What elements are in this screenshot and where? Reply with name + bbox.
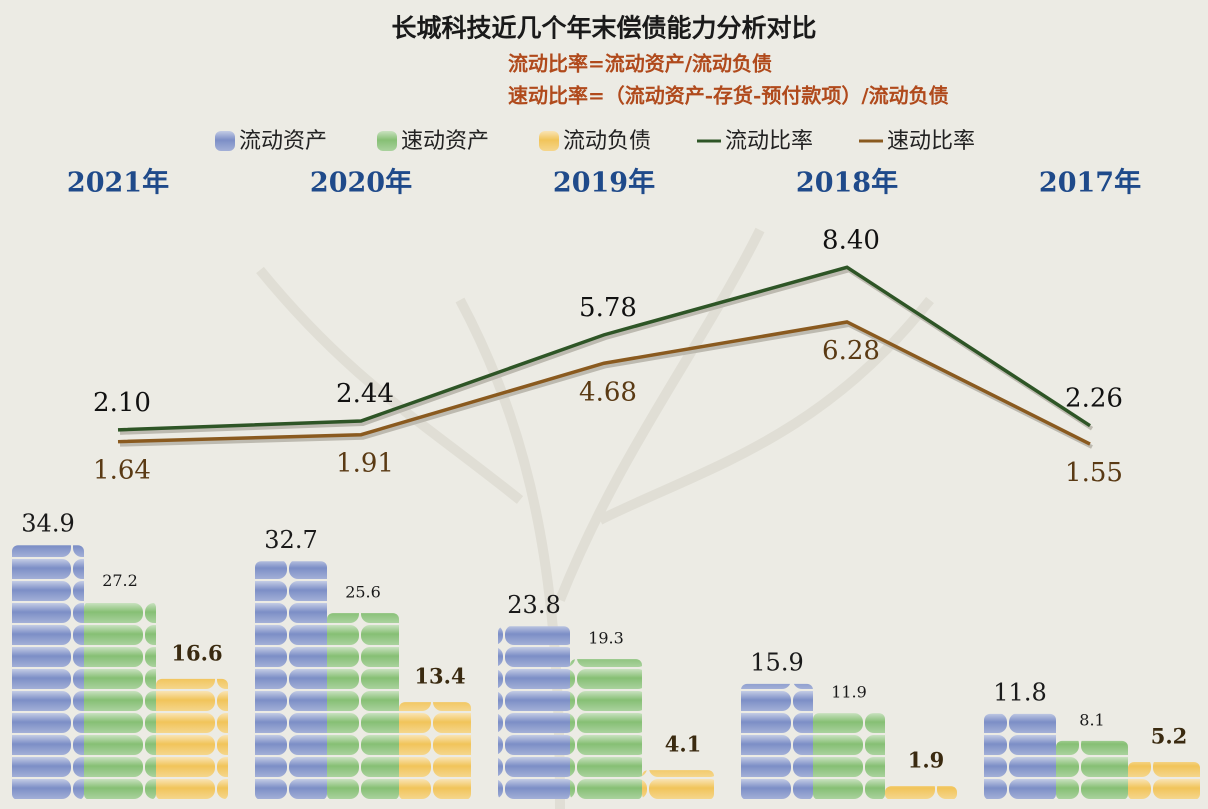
bar xyxy=(84,601,156,800)
value-label: 1.91 xyxy=(336,449,394,479)
bar xyxy=(399,702,471,800)
bar xyxy=(984,713,1056,800)
value-label: 4.1 xyxy=(665,732,702,757)
value-label: 11.9 xyxy=(831,683,867,702)
legend-label: 速动比率 xyxy=(887,129,975,154)
value-label: 2.26 xyxy=(1065,384,1123,414)
bar xyxy=(741,683,813,800)
value-label: 8.40 xyxy=(822,225,880,255)
line-shadow xyxy=(119,322,1093,449)
category-label: 2018年 xyxy=(796,167,898,199)
value-label: 34.9 xyxy=(21,510,74,538)
bar xyxy=(1056,740,1128,800)
bar xyxy=(327,613,399,800)
legend-label: 流动资产 xyxy=(239,129,327,154)
value-label: 2.44 xyxy=(336,379,394,409)
value-label: 1.9 xyxy=(908,748,945,773)
legend-icon xyxy=(539,131,559,151)
chart-title: 长城科技近几个年末偿债能力分析对比 xyxy=(391,14,816,43)
subtitle: 速动比率=（流动资产-存货-预付款项）/流动负债 xyxy=(508,84,949,108)
tree-decoration xyxy=(256,227,934,809)
category-label: 2019年 xyxy=(553,167,655,199)
value-label: 15.9 xyxy=(750,648,803,676)
value-label: 11.8 xyxy=(993,678,1046,706)
value-label: 32.7 xyxy=(264,526,317,554)
legend-label: 速动资产 xyxy=(401,129,489,154)
value-label: 23.8 xyxy=(507,591,560,619)
legend-icon xyxy=(377,131,397,151)
line xyxy=(117,265,1091,432)
value-label: 2.10 xyxy=(93,388,151,418)
bar xyxy=(255,561,327,800)
value-label: 4.68 xyxy=(579,377,637,407)
bar xyxy=(642,770,714,800)
bar xyxy=(12,545,84,800)
value-label: 5.78 xyxy=(579,293,637,323)
line xyxy=(117,320,1091,446)
value-label: 6.28 xyxy=(822,336,880,366)
legend-icon xyxy=(215,131,235,151)
value-label: 27.2 xyxy=(102,571,138,590)
legend-label: 流动比率 xyxy=(725,129,813,154)
bar xyxy=(570,659,642,800)
bar xyxy=(156,678,228,800)
bar xyxy=(498,626,570,800)
category-label: 2017年 xyxy=(1039,167,1141,199)
value-label: 1.55 xyxy=(1065,458,1123,488)
bar xyxy=(885,786,957,800)
bar xyxy=(1128,762,1200,800)
subtitle: 流动比率=流动资产/流动负债 xyxy=(508,52,772,76)
value-label: 8.1 xyxy=(1079,710,1104,729)
category-label: 2021年 xyxy=(67,167,169,199)
value-label: 25.6 xyxy=(345,583,381,602)
value-label: 1.64 xyxy=(93,456,151,486)
category-label: 2020年 xyxy=(310,167,412,199)
value-label: 19.3 xyxy=(588,629,624,648)
legend-label: 流动负债 xyxy=(563,129,651,154)
bar xyxy=(813,713,885,800)
value-label: 5.2 xyxy=(1151,724,1188,749)
value-label: 16.6 xyxy=(171,640,222,665)
value-label: 13.4 xyxy=(414,664,465,689)
